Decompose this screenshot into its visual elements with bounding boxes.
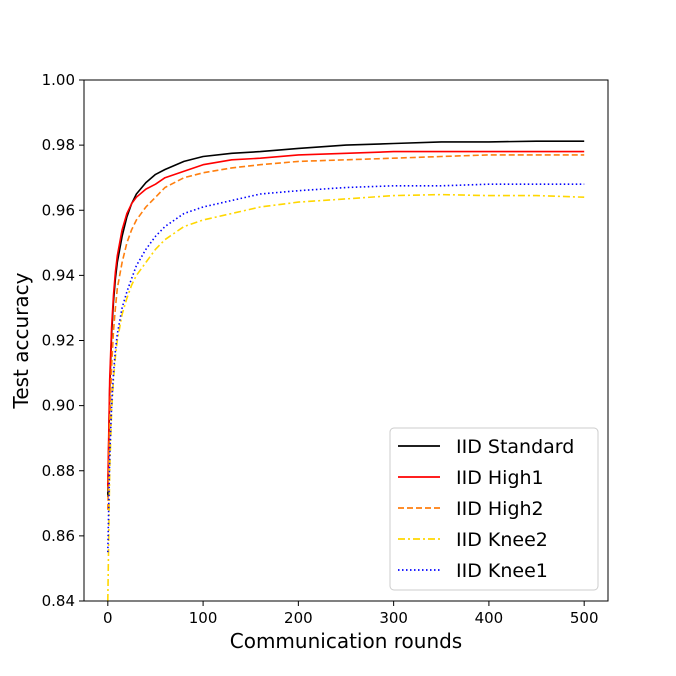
legend-box <box>389 427 599 591</box>
legend-label-3: IID High2 <box>456 498 544 520</box>
x-tick-label: 500 <box>570 609 599 627</box>
y-axis: 0.84 0.86 0.88 0.90 0.92 0.94 0.96 0.98 1.00 <box>42 71 84 610</box>
x-tick-label: 0 <box>103 609 113 627</box>
legend-label-4: IID Knee2 <box>456 529 548 551</box>
series-line-3 <box>107 154 585 510</box>
x-axis: 0 100 200 300 400 500 <box>103 601 599 627</box>
series-line-2 <box>107 150 585 488</box>
legend-label-1: IID Standard <box>456 436 574 458</box>
x-tick-label: 300 <box>379 609 408 627</box>
y-tick-label: 1.00 <box>42 71 75 89</box>
x-tick-label: 400 <box>475 609 504 627</box>
y-tick-label: 0.92 <box>42 332 75 350</box>
y-tick-label: 0.86 <box>42 527 75 545</box>
y-tick-label: 0.88 <box>42 462 75 480</box>
legend-label-2: IID High1 <box>456 467 544 489</box>
legend: IID Standard IID High1 IID High2 IID Knee2 I… <box>389 427 599 591</box>
legend-label-5: IID Knee1 <box>456 560 548 582</box>
plot-lines <box>107 140 585 602</box>
x-axis-title: Communication rounds <box>230 629 462 653</box>
series-line-4 <box>107 193 585 602</box>
y-tick-label: 0.90 <box>42 397 75 415</box>
x-tick-label: 100 <box>189 609 218 627</box>
y-tick-label: 0.96 <box>42 201 75 219</box>
y-tick-label: 0.98 <box>42 136 75 154</box>
y-tick-label: 0.84 <box>42 592 75 610</box>
x-tick-label: 200 <box>284 609 313 627</box>
y-axis-title: Test accuracy <box>9 272 33 409</box>
y-tick-label: 0.94 <box>42 266 75 284</box>
